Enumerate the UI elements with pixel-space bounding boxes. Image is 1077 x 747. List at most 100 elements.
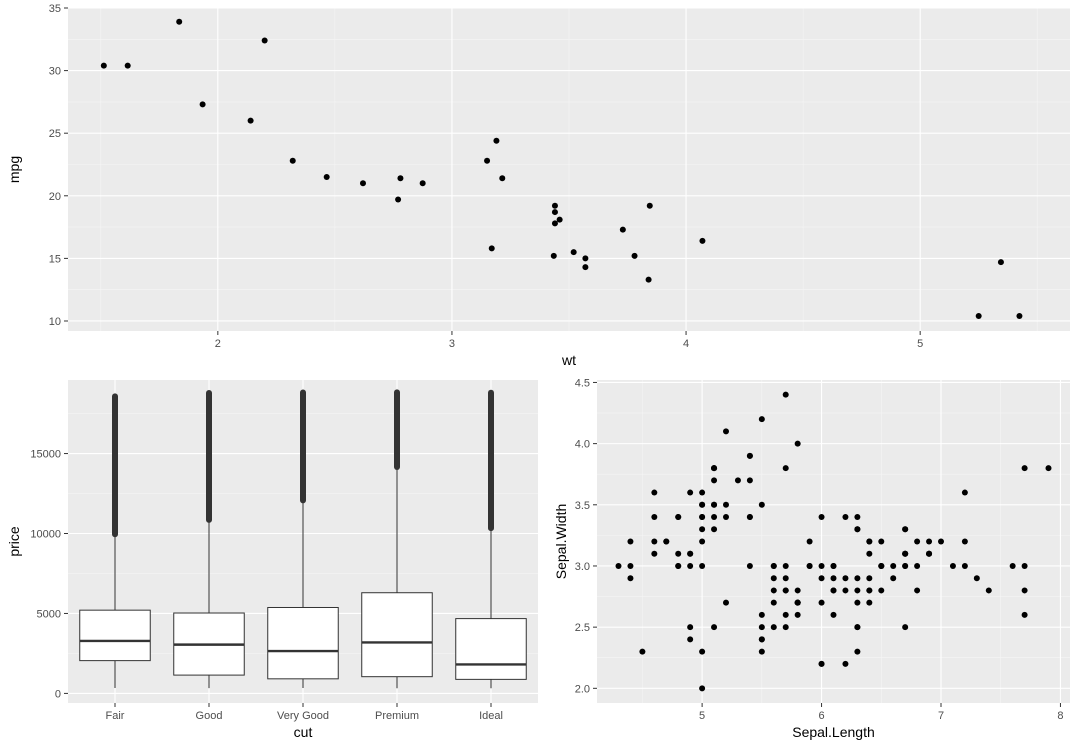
data-point (770, 587, 777, 594)
data-point (261, 37, 268, 44)
data-point (627, 575, 634, 582)
mpg-vs-wt-scatter-plot: 2 3 4 5 10 15 20 25 30 35 wt mpg (6, 3, 1070, 368)
data-point (758, 624, 765, 631)
data-point (758, 611, 765, 618)
data-point (651, 514, 658, 521)
data-point (176, 18, 183, 25)
y-tick-label: 10 (49, 316, 61, 328)
data-point (687, 624, 694, 631)
data-point (359, 180, 366, 187)
data-point (323, 174, 330, 181)
box-good (173, 389, 245, 689)
data-point (124, 62, 131, 69)
data-point (199, 101, 206, 108)
data-point (854, 648, 861, 655)
data-point (770, 562, 777, 569)
mpg-wt-gridlines (68, 7, 1070, 331)
data-point (938, 538, 944, 545)
data-point (639, 648, 646, 655)
data-point (723, 599, 729, 606)
y-tick-label: 35 (49, 3, 61, 15)
data-point (247, 117, 254, 124)
x-tick-label: 5 (699, 710, 705, 722)
data-point (782, 391, 789, 398)
data-point (711, 465, 718, 472)
y-tick-label: 4.0 (575, 439, 590, 451)
x-tick-label: Very Good (277, 710, 329, 722)
data-point (794, 587, 801, 594)
data-point (687, 489, 694, 496)
data-point (794, 611, 801, 618)
data-point (866, 587, 873, 594)
data-point (902, 624, 909, 631)
data-point (878, 538, 885, 545)
mpg-wt-axes: 2 3 4 5 10 15 20 25 30 35 (49, 3, 923, 350)
data-point (818, 575, 825, 582)
data-point (961, 489, 968, 496)
data-point (842, 514, 849, 521)
data-point (488, 245, 495, 252)
data-point (830, 587, 837, 594)
sepal-width-vs-length-scatter-plot: 5 6 7 8 2.0 2.5 3.0 3.5 4.0 4.5 Sepal.Length Sepa… (553, 377, 1070, 740)
box-very-good (267, 389, 339, 689)
data-point (842, 575, 849, 582)
data-point (854, 575, 861, 582)
data-point (854, 599, 861, 606)
data-point (615, 562, 622, 569)
box-premium (361, 389, 433, 689)
data-point (419, 180, 426, 187)
data-point (699, 685, 706, 692)
data-point (1021, 562, 1028, 569)
price-cut-y-axis-title: price (6, 526, 22, 557)
data-point (961, 538, 968, 545)
data-point (746, 477, 753, 484)
data-point (878, 562, 885, 569)
y-tick-label: 3.5 (575, 500, 590, 512)
data-point (902, 562, 909, 569)
data-point (711, 514, 718, 521)
data-point (675, 550, 682, 557)
data-point (818, 599, 825, 606)
x-tick-label: 8 (1057, 710, 1063, 722)
data-point (902, 550, 909, 557)
data-point (842, 660, 849, 667)
data-point (550, 252, 557, 259)
data-point (645, 276, 652, 283)
data-point (770, 575, 777, 582)
data-point (699, 526, 706, 533)
data-point (1016, 312, 1023, 319)
data-point (723, 514, 729, 521)
data-point (687, 636, 694, 643)
box-ideal (455, 389, 527, 689)
mpg-wt-points (100, 18, 1023, 319)
data-point (570, 249, 577, 256)
data-point (699, 648, 706, 655)
mpg-wt-x-axis-title: wt (561, 352, 576, 368)
sepal-x-axis-title: Sepal.Length (792, 724, 875, 740)
x-tick-label: 2 (215, 338, 221, 350)
data-point (997, 259, 1004, 266)
sepal-panel (597, 380, 1070, 703)
data-point (556, 216, 563, 223)
data-point (675, 514, 682, 521)
data-point (866, 599, 873, 606)
data-point (830, 611, 837, 618)
data-point (985, 587, 992, 594)
data-point (1009, 562, 1016, 569)
data-point (1021, 465, 1028, 472)
data-point (723, 428, 729, 435)
x-tick-label: 7 (938, 710, 944, 722)
y-tick-label: 2.0 (575, 683, 590, 695)
data-point (687, 550, 694, 557)
price-cut-boxes (79, 389, 527, 689)
data-point (854, 624, 861, 631)
data-point (582, 264, 589, 271)
data-point (397, 175, 404, 182)
data-point (830, 575, 837, 582)
data-point (723, 501, 729, 508)
data-point (699, 489, 706, 496)
data-point (902, 526, 909, 533)
data-point (914, 538, 921, 545)
sepal-points (615, 391, 1052, 692)
